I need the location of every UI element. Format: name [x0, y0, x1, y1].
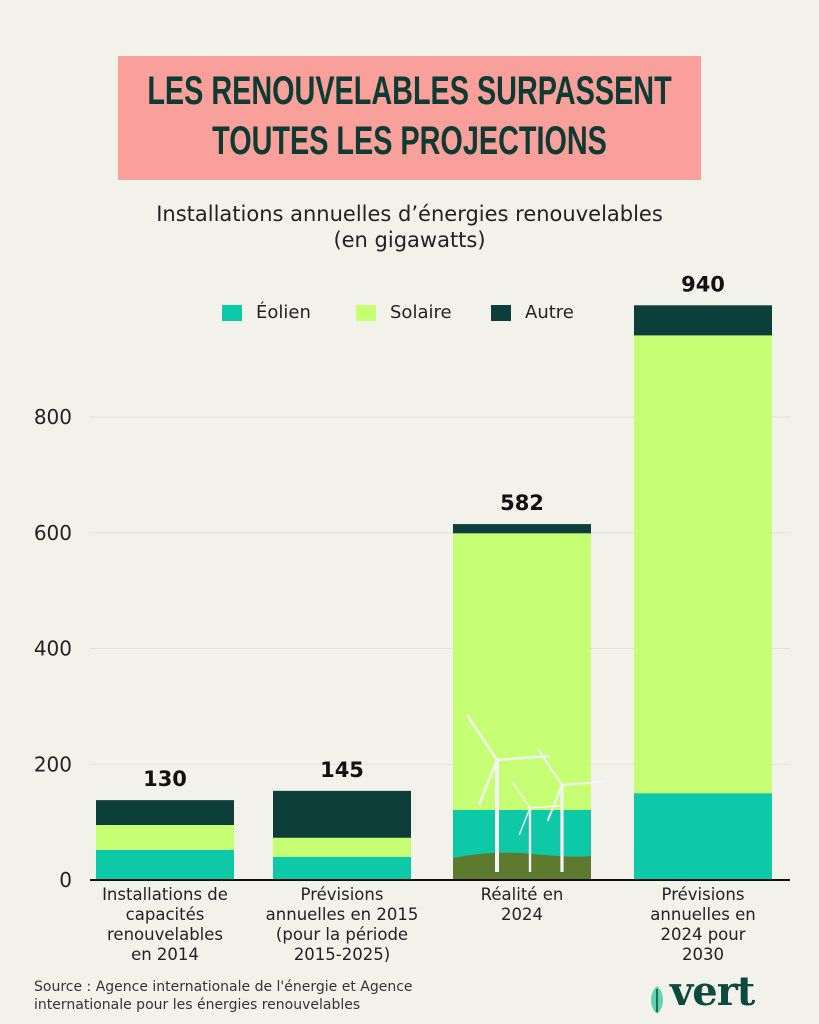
- bar-segment-solaire: [96, 825, 234, 850]
- legend-label: Solaire: [390, 302, 452, 323]
- vert-logo: vert: [670, 968, 755, 1015]
- wind-turbine-blade: [518, 807, 531, 836]
- chart-unit: (en gigawatts): [333, 228, 486, 252]
- legend-autre: Autre: [491, 302, 574, 323]
- data-label: 582: [500, 491, 544, 515]
- legend-eolien: Éolien: [222, 302, 311, 323]
- y-tick-label: 400: [34, 637, 72, 661]
- wind-turbine-blade: [561, 780, 604, 786]
- bar-segment-autre: [96, 800, 234, 826]
- landscape-ground: [453, 852, 591, 880]
- x-category-label: Prévisions annuelles en 2015 (pour la péri…: [257, 885, 427, 965]
- bar-segment-solaire: [634, 335, 772, 794]
- chart-subtitle: Installations annuelles d’énergies renou…: [156, 202, 663, 226]
- legend-label: Autre: [525, 302, 574, 323]
- title-banner: LES RENOUVELABLES SURPASSENT TOUTES LES …: [118, 56, 701, 180]
- y-tick-label: 200: [34, 752, 72, 776]
- category-label-line: Prévisions: [300, 885, 384, 904]
- data-label: 130: [143, 767, 187, 791]
- bar-segment-solaire: [453, 533, 591, 810]
- bar-segment-eolien: [634, 793, 772, 880]
- data-label: 940: [681, 272, 725, 296]
- category-label-line: 2030: [682, 945, 724, 964]
- x-category-label: Prévisions annuelles en 2024 pour 2030: [618, 885, 788, 965]
- category-label-line: (pour la période: [275, 925, 409, 944]
- wind-turbine-blade: [529, 804, 562, 809]
- title-line-1: LES RENOUVELABLES SURPASSENT: [147, 69, 672, 113]
- source-line-2: internationale pour les énergies renouve…: [34, 997, 361, 1013]
- bar-segment-autre: [273, 790, 411, 838]
- wind-turbine-blade: [465, 714, 499, 761]
- legend-label: Éolien: [256, 302, 311, 323]
- bar-segment-eolien: [96, 849, 234, 880]
- category-label-line: en 2014: [131, 945, 199, 964]
- wind-turbine-blade: [546, 784, 563, 822]
- category-label-line: 2024 pour: [660, 925, 746, 944]
- category-label-line: Installations de: [102, 885, 228, 904]
- category-label-line: annuelles en 2015: [265, 905, 419, 924]
- category-label-line: Prévisions: [661, 885, 745, 904]
- bar-segment-eolien: [273, 856, 411, 880]
- wind-turbine-blade: [537, 748, 563, 786]
- bar-segment-autre: [634, 305, 772, 336]
- wind-turbine-blade: [511, 780, 531, 809]
- category-label-line: 2015-2025): [293, 945, 391, 964]
- y-tick-label: 600: [34, 521, 72, 545]
- legend-swatch-solaire: [356, 304, 376, 321]
- legend-swatch-autre: [491, 304, 511, 321]
- category-label-line: 2024: [501, 905, 543, 924]
- bar-segment-autre: [453, 524, 591, 534]
- category-label-line: renouvelables: [107, 925, 223, 944]
- bar-segment-solaire: [273, 837, 411, 857]
- y-tick-label: 0: [59, 868, 72, 892]
- category-label-line: capacités: [125, 905, 205, 924]
- x-category-label: Réalité en 2024: [437, 885, 607, 925]
- source-line-1: Source : Agence internationale de l'éner…: [34, 979, 413, 995]
- leaf-icon: [651, 986, 663, 1014]
- wind-turbine-blade: [477, 759, 499, 806]
- y-tick-label: 800: [34, 405, 72, 429]
- category-label-line: annuelles en: [650, 905, 756, 924]
- legend-swatch-eolien: [222, 304, 242, 321]
- x-category-label: Installations de capacités renouvelables en…: [80, 885, 250, 965]
- source-note: Source : Agence internationale de l'éner…: [34, 978, 413, 1014]
- legend-solaire: Solaire: [356, 302, 452, 323]
- wind-turbine-blade: [496, 754, 550, 762]
- data-label: 145: [320, 758, 364, 782]
- title-line-2: TOUTES LES PROJECTIONS: [212, 119, 607, 163]
- category-label-line: Réalité en: [480, 885, 564, 904]
